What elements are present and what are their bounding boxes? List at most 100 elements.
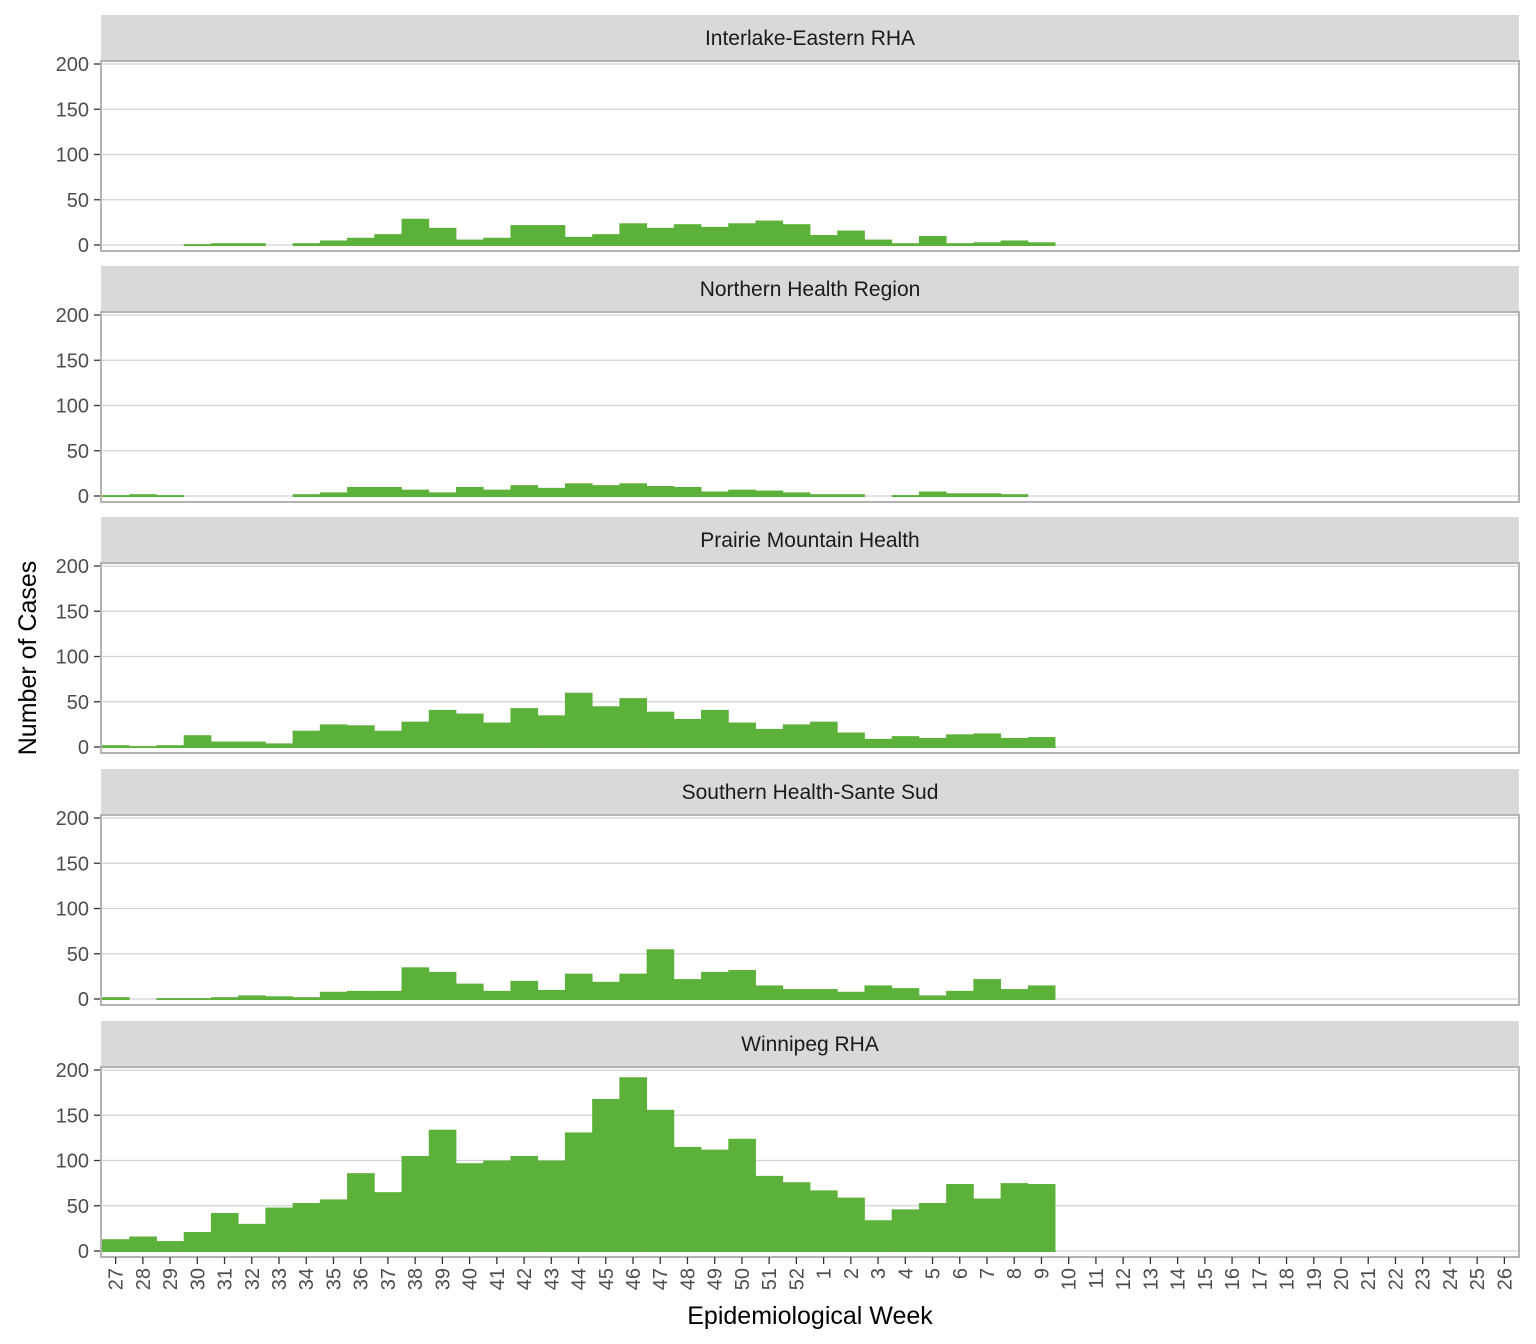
bar xyxy=(810,235,838,246)
bar xyxy=(837,991,865,1000)
bar xyxy=(782,224,811,246)
x-tick-label: 17 xyxy=(1249,1268,1271,1290)
bar xyxy=(401,218,430,246)
bar xyxy=(483,489,511,497)
bar xyxy=(238,741,266,748)
x-tick-label: 26 xyxy=(1494,1268,1516,1290)
bar xyxy=(319,492,348,497)
y-tick-label: 0 xyxy=(78,737,89,759)
x-tick-label: 8 xyxy=(1004,1268,1026,1279)
bar xyxy=(673,486,702,497)
bar xyxy=(265,996,294,1000)
bar xyxy=(483,1160,511,1252)
bar xyxy=(428,1129,457,1252)
bar xyxy=(210,1212,239,1252)
facet-panel: Prairie Mountain Health 0 50 100 150 200 xyxy=(56,517,1520,759)
x-tick-label: 22 xyxy=(1385,1268,1407,1290)
bar xyxy=(510,485,539,497)
bar xyxy=(810,989,838,1000)
panel-border xyxy=(100,562,1520,754)
bar xyxy=(646,949,675,1000)
bar xyxy=(755,1175,784,1252)
x-tick-label: 38 xyxy=(405,1268,427,1290)
bar xyxy=(1027,985,1056,1000)
x-tick-label: 7 xyxy=(977,1268,999,1279)
bar xyxy=(374,234,402,246)
bar xyxy=(946,734,974,748)
bar xyxy=(510,980,539,1000)
bar xyxy=(891,243,920,246)
bar xyxy=(374,486,402,497)
bar xyxy=(1027,242,1056,246)
bar xyxy=(428,971,457,1000)
bar xyxy=(129,494,157,497)
bar xyxy=(102,1239,130,1252)
x-tick-label: 6 xyxy=(950,1268,972,1279)
bar xyxy=(592,485,620,497)
bar xyxy=(810,494,838,497)
facet-strip xyxy=(101,769,1519,815)
bar xyxy=(837,732,865,748)
bar xyxy=(102,495,130,497)
bar xyxy=(1000,494,1029,497)
bar xyxy=(347,990,375,1000)
facet-strip-label: Northern Health Region xyxy=(700,278,921,301)
bar xyxy=(673,718,702,748)
x-tick-label: 40 xyxy=(460,1268,482,1290)
bar xyxy=(837,1197,865,1252)
bar xyxy=(973,979,1002,1000)
bar xyxy=(456,486,484,497)
y-tick-label: 100 xyxy=(56,145,89,167)
bar xyxy=(973,733,1002,748)
bar xyxy=(183,735,212,748)
bar xyxy=(292,494,321,497)
bar xyxy=(755,490,784,497)
bar xyxy=(701,491,729,497)
bar xyxy=(646,1109,675,1252)
x-axis-title: Epidemiological Week xyxy=(687,1302,933,1330)
x-tick-label: 14 xyxy=(1168,1268,1190,1290)
y-tick-label: 50 xyxy=(67,1196,89,1218)
bar xyxy=(401,489,430,497)
bar xyxy=(537,225,566,246)
bar xyxy=(428,709,457,748)
facet-strip xyxy=(101,266,1519,312)
bar xyxy=(918,235,947,246)
bar xyxy=(374,730,402,748)
bar xyxy=(483,722,511,748)
y-tick-label: 150 xyxy=(56,601,89,623)
x-tick-label: 18 xyxy=(1277,1268,1299,1290)
bar xyxy=(1027,737,1056,748)
bar xyxy=(510,225,539,246)
bar xyxy=(347,486,375,497)
bar xyxy=(156,1241,185,1252)
bar xyxy=(864,1220,893,1252)
y-tick-label: 50 xyxy=(67,441,89,463)
bar xyxy=(864,239,893,246)
facet-panel: Southern Health-Sante Sud 0 50 100 150 200 xyxy=(56,769,1520,1011)
bar xyxy=(701,226,729,246)
bar xyxy=(374,990,402,1000)
facet-strip-label: Southern Health-Sante Sud xyxy=(682,781,939,804)
bar xyxy=(782,989,811,1000)
bar xyxy=(837,230,865,246)
bar xyxy=(946,1184,974,1252)
facet-strip xyxy=(101,517,1519,563)
bar xyxy=(564,236,593,246)
bar xyxy=(129,746,157,748)
bar xyxy=(619,698,648,748)
bar xyxy=(238,995,266,1000)
x-tick-label: 39 xyxy=(432,1268,454,1290)
x-tick-label: 12 xyxy=(1113,1268,1135,1290)
bar xyxy=(537,487,566,497)
x-tick-label: 3 xyxy=(868,1268,890,1279)
facet-strip xyxy=(101,15,1519,61)
x-tick-label: 11 xyxy=(1086,1268,1108,1289)
y-tick-label: 50 xyxy=(67,692,89,714)
bar xyxy=(973,242,1002,246)
bar xyxy=(510,1155,539,1252)
bar xyxy=(837,494,865,497)
bar xyxy=(401,721,430,748)
y-tick-label: 150 xyxy=(56,1105,89,1127)
